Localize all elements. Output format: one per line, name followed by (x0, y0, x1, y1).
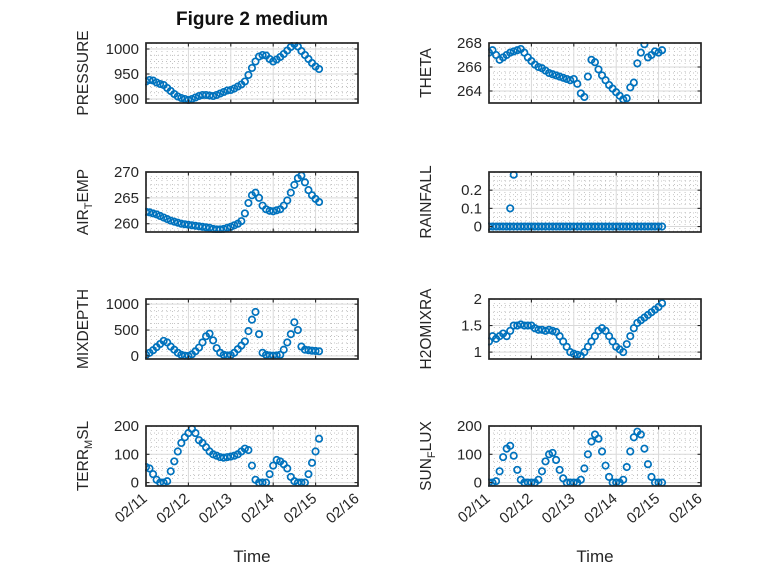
subplot-terr-msl: 0 100 200 02/11 02/12 02/13 02/14 02/15 02/16 TER… (75, 418, 363, 527)
svg-text:SUNFLUX: SUNFLUX (418, 421, 438, 491)
svg-text:02/15: 02/15 (623, 490, 663, 527)
svg-text:900: 900 (114, 91, 139, 108)
x-axis-label-right: Time (576, 547, 614, 566)
svg-text:1: 1 (474, 344, 482, 361)
svg-text:200: 200 (114, 418, 139, 435)
subplot-h2omixra: 1 1.5 2 H2OMIXRA (418, 288, 702, 369)
svg-text:266: 266 (457, 59, 482, 76)
svg-text:0.1: 0.1 (461, 200, 482, 217)
svg-text:100: 100 (114, 446, 139, 463)
svg-text:265: 265 (114, 190, 139, 207)
svg-text:260: 260 (114, 216, 139, 233)
svg-text:H2OMIXRA: H2OMIXRA (418, 288, 435, 370)
svg-text:950: 950 (114, 66, 139, 83)
svg-text:264: 264 (457, 83, 482, 100)
svg-text:1000: 1000 (106, 296, 139, 313)
svg-text:PRESSURE: PRESSURE (75, 30, 92, 115)
svg-text:AIRTEMP: AIRTEMP (75, 169, 95, 235)
subplot-sun-flux: 0 100 200 02/11 02/12 02/13 02/14 02/15 02/16 SUN… (418, 418, 706, 527)
svg-text:MIXDEPTH: MIXDEPTH (75, 289, 92, 369)
svg-text:02/16: 02/16 (666, 490, 706, 527)
svg-text:02/13: 02/13 (539, 490, 579, 527)
subplot-pressure: 900 950 1000 PRESSURE (75, 30, 359, 116)
svg-text:02/16: 02/16 (323, 490, 363, 527)
svg-text:500: 500 (114, 322, 139, 339)
svg-text:02/14: 02/14 (238, 490, 278, 527)
svg-text:TERRMSL: TERRMSL (75, 420, 95, 491)
svg-text:02/14: 02/14 (581, 490, 621, 527)
svg-text:02/11: 02/11 (455, 490, 494, 526)
svg-text:02/13: 02/13 (196, 490, 236, 527)
subplot-air-temp: 260 265 270 AIRTEMP (75, 164, 359, 235)
svg-text:0: 0 (131, 348, 139, 365)
svg-text:02/15: 02/15 (280, 490, 320, 527)
subplot-theta: 264 266 268 THETA (418, 35, 702, 104)
svg-text:268: 268 (457, 35, 482, 52)
x-axis-label-left: Time (233, 547, 271, 566)
svg-text:0: 0 (474, 475, 482, 492)
svg-text:0: 0 (131, 475, 139, 492)
svg-text:270: 270 (114, 164, 139, 181)
subplot-mixdepth: 0 500 1000 MIXDEPTH (75, 289, 359, 369)
svg-text:1.5: 1.5 (461, 318, 482, 335)
svg-text:2: 2 (474, 291, 482, 308)
figure-title: Figure 2 medium (175, 9, 329, 30)
svg-text:THETA: THETA (418, 48, 435, 98)
svg-text:0.2: 0.2 (461, 182, 482, 199)
svg-text:02/11: 02/11 (112, 490, 151, 526)
svg-text:02/12: 02/12 (153, 490, 193, 527)
svg-text:1000: 1000 (106, 41, 139, 58)
svg-text:02/12: 02/12 (496, 490, 536, 527)
svg-text:0: 0 (474, 219, 482, 236)
subplot-rainfall: 0 0.10.2 RAINFALL (418, 165, 702, 239)
svg-text:200: 200 (457, 418, 482, 435)
svg-text:100: 100 (457, 446, 482, 463)
svg-text:RAINFALL: RAINFALL (418, 165, 435, 239)
